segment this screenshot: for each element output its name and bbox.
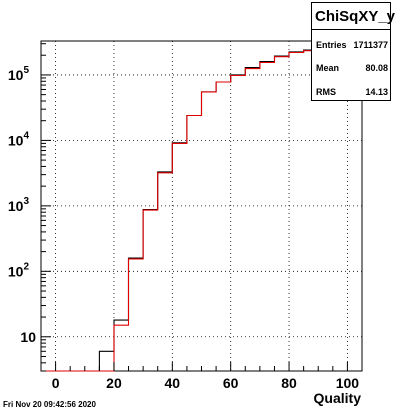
x-tick-label: 20 (106, 375, 122, 391)
x-axis-title: Quality (314, 390, 362, 406)
x-tick-label: 40 (165, 375, 181, 391)
stats-mean-value: 80.08 (365, 63, 388, 73)
histogram-line (41, 50, 362, 372)
stats-entries-label: Entries (316, 40, 347, 50)
y-tick-label: 10 (20, 329, 36, 345)
y-tick-label: 105 (8, 65, 30, 83)
stats-title: ChiSqXY_y (312, 3, 395, 30)
stats-rms-label: RMS (316, 87, 336, 97)
stats-box: ChiSqXY_y Entries 1711377 Mean 80.08 RMS… (311, 2, 395, 101)
stats-rms-value: 14.13 (365, 87, 388, 97)
y-tick-label: 103 (8, 196, 30, 214)
histogram-series (41, 49, 362, 372)
y-tick-label: 104 (8, 130, 30, 148)
stats-mean-label: Mean (316, 63, 340, 73)
y-tick-label: 102 (8, 261, 30, 279)
grid-lines (41, 41, 362, 371)
stats-entries-value: 1711377 (353, 40, 388, 50)
x-tick-label: 100 (336, 375, 360, 391)
axes: 0 20 40 60 80 100 10 102 103 104 105 (8, 43, 363, 391)
x-tick-label: 60 (223, 375, 239, 391)
x-tick-label: 0 (52, 375, 60, 391)
x-tick-label: 80 (281, 375, 297, 391)
timestamp-footer: Fri Nov 20 09:42:56 2020 (3, 400, 96, 409)
